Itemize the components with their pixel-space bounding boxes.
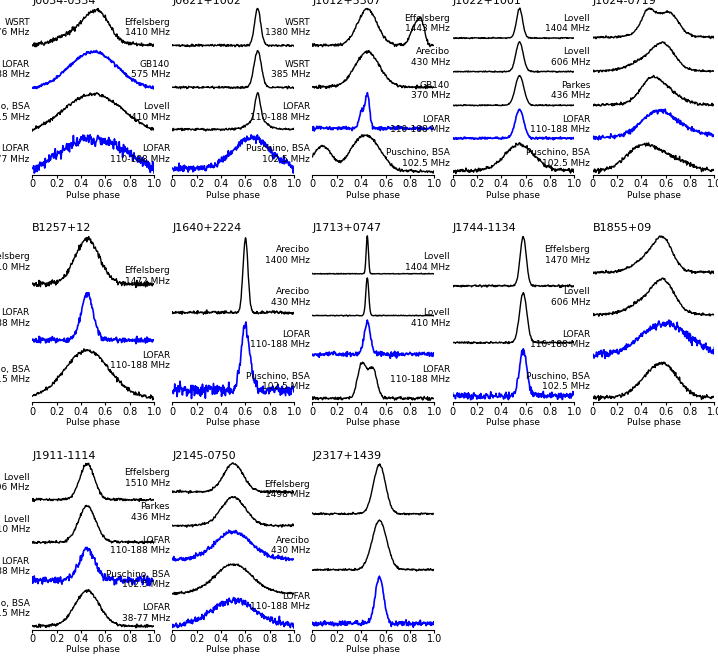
Text: LOFAR
38-77 MHz: LOFAR 38-77 MHz	[121, 604, 170, 623]
Text: Effelsberg
1498 MHz: Effelsberg 1498 MHz	[264, 480, 310, 499]
Text: J1012+5307: J1012+5307	[312, 0, 381, 6]
Text: Arecibo
430 MHz: Arecibo 430 MHz	[411, 47, 450, 67]
Text: LOFAR
110-188 MHz: LOFAR 110-188 MHz	[110, 536, 170, 555]
X-axis label: Pulse phase: Pulse phase	[346, 190, 401, 199]
X-axis label: Pulse phase: Pulse phase	[206, 418, 261, 427]
X-axis label: Pulse phase: Pulse phase	[66, 190, 120, 199]
X-axis label: Pulse phase: Pulse phase	[486, 418, 541, 427]
Text: Lovell
410 MHz: Lovell 410 MHz	[131, 102, 170, 121]
Text: Arecibo
430 MHz: Arecibo 430 MHz	[271, 287, 310, 307]
Text: LOFAR
110-188 MHz: LOFAR 110-188 MHz	[250, 329, 310, 349]
Text: LOFAR
110-188 MHz: LOFAR 110-188 MHz	[390, 115, 450, 134]
X-axis label: Pulse phase: Pulse phase	[627, 418, 681, 427]
Text: Arecibo
1400 MHz: Arecibo 1400 MHz	[265, 245, 310, 265]
X-axis label: Pulse phase: Pulse phase	[66, 646, 120, 654]
Text: J0034-0534: J0034-0534	[32, 0, 95, 6]
Text: LOFAR
110-188 MHz: LOFAR 110-188 MHz	[250, 102, 310, 121]
Text: Puschino, BSA
102.5 MHz: Puschino, BSA 102.5 MHz	[0, 102, 30, 121]
Text: Puschino, BSA
102.5 MHz: Puschino, BSA 102.5 MHz	[0, 599, 30, 619]
Text: GB140
575 MHz: GB140 575 MHz	[131, 60, 170, 79]
Text: J1640+2224: J1640+2224	[172, 223, 242, 233]
Text: LOFAR
110-188 MHz: LOFAR 110-188 MHz	[250, 592, 310, 611]
X-axis label: Pulse phase: Pulse phase	[206, 190, 261, 199]
Text: Effelsberg
1410 MHz: Effelsberg 1410 MHz	[0, 253, 30, 272]
X-axis label: Pulse phase: Pulse phase	[66, 418, 120, 427]
Text: Lovell
1404 MHz: Lovell 1404 MHz	[405, 253, 450, 272]
X-axis label: Pulse phase: Pulse phase	[346, 646, 401, 654]
Text: J2145-0750: J2145-0750	[172, 451, 236, 461]
Text: Lovell
1404 MHz: Lovell 1404 MHz	[545, 14, 590, 33]
Text: Lovell
410 MHz: Lovell 410 MHz	[0, 515, 30, 534]
Text: J1024-0719: J1024-0719	[592, 0, 656, 6]
Text: LOFAR
110-188 MHz: LOFAR 110-188 MHz	[0, 60, 30, 79]
Text: J0621+1002: J0621+1002	[172, 0, 241, 6]
Text: Puschino, BSA
102.5 MHz: Puschino, BSA 102.5 MHz	[526, 148, 590, 168]
Text: Puschino, BSA
102.5 MHz: Puschino, BSA 102.5 MHz	[526, 371, 590, 391]
Text: J1911-1114: J1911-1114	[32, 451, 95, 461]
X-axis label: Pulse phase: Pulse phase	[206, 646, 261, 654]
Text: Puschino, BSA
102.5 MHz: Puschino, BSA 102.5 MHz	[0, 365, 30, 384]
Text: B1257+12: B1257+12	[32, 223, 92, 233]
Text: Effelsberg
1472 MHz: Effelsberg 1472 MHz	[124, 266, 170, 286]
Text: GB140
370 MHz: GB140 370 MHz	[411, 81, 450, 100]
Text: Puschino, BSA
102.5 MHz: Puschino, BSA 102.5 MHz	[386, 148, 450, 168]
Text: Arecibo
430 MHz: Arecibo 430 MHz	[271, 536, 310, 555]
Text: Lovell
410 MHz: Lovell 410 MHz	[411, 308, 450, 328]
Text: LOFAR
110-188 MHz: LOFAR 110-188 MHz	[531, 115, 590, 134]
Text: Parkes
436 MHz: Parkes 436 MHz	[131, 502, 170, 522]
X-axis label: Pulse phase: Pulse phase	[627, 190, 681, 199]
Text: Puschino, BSA
102.5 MHz: Puschino, BSA 102.5 MHz	[246, 144, 310, 163]
Text: Effelsberg
1443 MHz: Effelsberg 1443 MHz	[404, 14, 450, 33]
Text: LOFAR
110-188 MHz: LOFAR 110-188 MHz	[531, 329, 590, 349]
Text: Effelsberg
1410 MHz: Effelsberg 1410 MHz	[124, 18, 170, 37]
Text: J1713+0747: J1713+0747	[312, 223, 381, 233]
Text: J1744-1134: J1744-1134	[452, 223, 516, 233]
Text: Puschino, BSA
102.5 MHz: Puschino, BSA 102.5 MHz	[106, 569, 170, 589]
Text: Parkes
436 MHz: Parkes 436 MHz	[551, 81, 590, 100]
Text: LOFAR
110-188 MHz: LOFAR 110-188 MHz	[0, 308, 30, 328]
X-axis label: Pulse phase: Pulse phase	[486, 190, 541, 199]
Text: Effelsberg
1510 MHz: Effelsberg 1510 MHz	[124, 468, 170, 488]
Text: WSRT
1380 MHz: WSRT 1380 MHz	[265, 18, 310, 37]
Text: J1022+1001: J1022+1001	[452, 0, 521, 6]
Text: WSRT
385 MHz: WSRT 385 MHz	[271, 60, 310, 79]
Text: LOFAR
110-188 MHz: LOFAR 110-188 MHz	[390, 365, 450, 384]
Text: J2317+1439: J2317+1439	[312, 451, 381, 461]
Text: WSRT
376 MHz: WSRT 376 MHz	[0, 18, 30, 37]
X-axis label: Pulse phase: Pulse phase	[346, 418, 401, 427]
Text: LOFAR
110-188 MHz: LOFAR 110-188 MHz	[110, 144, 170, 163]
Text: Lovell
606 MHz: Lovell 606 MHz	[0, 473, 30, 492]
Text: Lovell
606 MHz: Lovell 606 MHz	[551, 287, 590, 307]
Text: Lovell
606 MHz: Lovell 606 MHz	[551, 47, 590, 67]
Text: LOFAR
110-188 MHz: LOFAR 110-188 MHz	[110, 350, 170, 370]
Text: Effelsberg
1470 MHz: Effelsberg 1470 MHz	[544, 245, 590, 265]
Text: Puschino, BSA
102.5 MHz: Puschino, BSA 102.5 MHz	[246, 371, 310, 391]
Text: B1855+09: B1855+09	[592, 223, 652, 233]
Text: LOFAR
110-188 MHz: LOFAR 110-188 MHz	[0, 557, 30, 577]
Text: LOFAR
38-77 MHz: LOFAR 38-77 MHz	[0, 144, 30, 163]
